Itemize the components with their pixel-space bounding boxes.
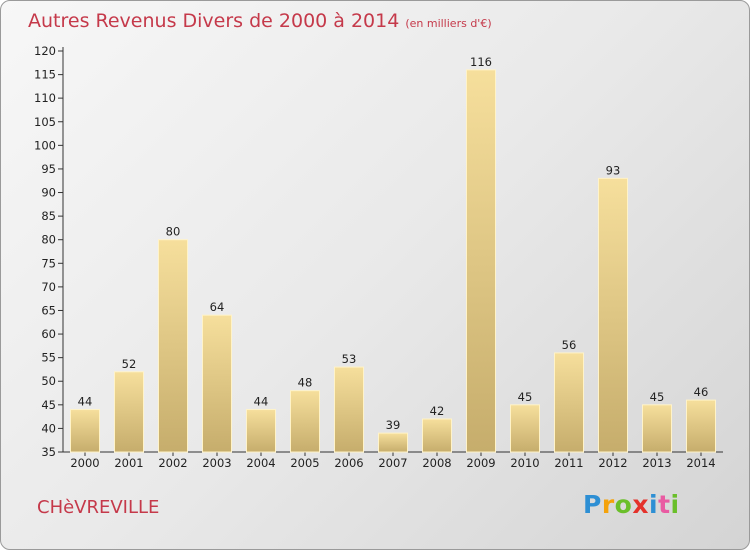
x-tick-label: 2004 <box>246 456 275 470</box>
y-tick-label: 55 <box>41 351 56 365</box>
y-tick-label: 50 <box>41 374 56 388</box>
x-tick-label: 2005 <box>290 456 319 470</box>
bar <box>598 177 628 453</box>
y-tick-label: 100 <box>34 138 56 152</box>
bar-value-label: 44 <box>78 395 93 409</box>
x-tick-label: 2006 <box>334 456 363 470</box>
x-tick-label: 2007 <box>378 456 407 470</box>
bar-value-label: 116 <box>470 55 492 69</box>
bar <box>422 418 452 453</box>
bar-value-label: 46 <box>694 385 709 399</box>
chart-title: Autres Revenus Divers de 2000 à 2014 (en … <box>28 10 492 32</box>
bar <box>510 404 540 453</box>
y-tick-label: 40 <box>41 421 56 435</box>
bar <box>642 404 672 453</box>
y-tick-label: 35 <box>41 445 56 459</box>
x-tick-label: 2003 <box>202 456 231 470</box>
bar <box>686 399 716 453</box>
x-tick-label: 2010 <box>510 456 539 470</box>
logo-letter: P <box>583 490 602 519</box>
x-tick-label: 2013 <box>642 456 671 470</box>
bar <box>290 390 320 453</box>
bar-value-label: 56 <box>562 338 577 352</box>
y-tick-label: 120 <box>34 44 56 58</box>
y-tick-label: 95 <box>41 162 56 176</box>
y-tick-label: 115 <box>34 68 56 82</box>
y-tick-label: 75 <box>41 256 56 270</box>
y-tick-label: 105 <box>34 115 56 129</box>
x-tick-label: 2001 <box>114 456 143 470</box>
x-tick-label: 2009 <box>466 456 495 470</box>
bar-value-label: 42 <box>430 404 445 418</box>
y-tick-label: 90 <box>41 186 56 200</box>
bar <box>70 409 100 453</box>
bar <box>202 314 232 453</box>
y-tick-label: 85 <box>41 209 56 223</box>
commune-name: CHèVREVILLE <box>37 497 160 518</box>
bar <box>114 371 144 453</box>
bar-value-label: 44 <box>254 395 269 409</box>
y-tick-label: 70 <box>41 280 56 294</box>
bar <box>158 239 188 453</box>
x-axis: 2000 2001 2002 2003 2004 2005 2006 2007 2008 2009… <box>63 451 723 470</box>
bar-value-label: 45 <box>650 390 665 404</box>
y-tick-label: 110 <box>34 91 56 105</box>
bar-value-label: 93 <box>606 163 621 177</box>
logo-letter: o <box>614 490 633 519</box>
bar <box>466 69 496 453</box>
bar-value-label: 45 <box>518 390 533 404</box>
y-axis: 35 40 45 50 55 60 65 70 75 80 85 90 95 100 105 110 115 12… <box>34 44 64 459</box>
bar-value-label: 48 <box>298 376 313 390</box>
x-tick-label: 2000 <box>70 456 99 470</box>
bar-value-label: 52 <box>122 357 137 371</box>
y-tick-label: 80 <box>41 233 56 247</box>
y-tick-label: 45 <box>41 398 56 412</box>
proxiti-logo: Proxiti <box>583 490 680 519</box>
bar-value-label: 64 <box>210 300 225 314</box>
x-tick-label: 2012 <box>598 456 627 470</box>
x-tick-label: 2008 <box>422 456 451 470</box>
logo-letter: r <box>601 490 615 519</box>
x-tick-label: 2002 <box>158 456 187 470</box>
logo-letter: i <box>649 490 659 519</box>
x-tick-label: 2011 <box>554 456 583 470</box>
chart-title-main: Autres Revenus Divers de 2000 à 2014 <box>28 10 400 32</box>
bar <box>378 432 408 453</box>
bars <box>70 69 716 453</box>
y-tick-label: 60 <box>41 327 56 341</box>
bar <box>334 366 364 453</box>
bar <box>246 409 276 453</box>
logo-letter: x <box>632 490 649 519</box>
bar-value-label: 53 <box>342 352 357 366</box>
data-labels: 44 52 80 64 44 48 53 39 42 116 45 56 93 45 46 <box>78 55 709 432</box>
chart-title-unit: (en milliers d'€) <box>405 17 492 30</box>
bar-value-label: 80 <box>166 225 181 239</box>
bar-value-label: 39 <box>386 418 401 432</box>
logo-letter: t <box>658 490 671 519</box>
logo-letter: i <box>670 490 680 519</box>
bar <box>554 352 584 453</box>
y-tick-label: 65 <box>41 303 56 317</box>
x-tick-label: 2014 <box>686 456 715 470</box>
